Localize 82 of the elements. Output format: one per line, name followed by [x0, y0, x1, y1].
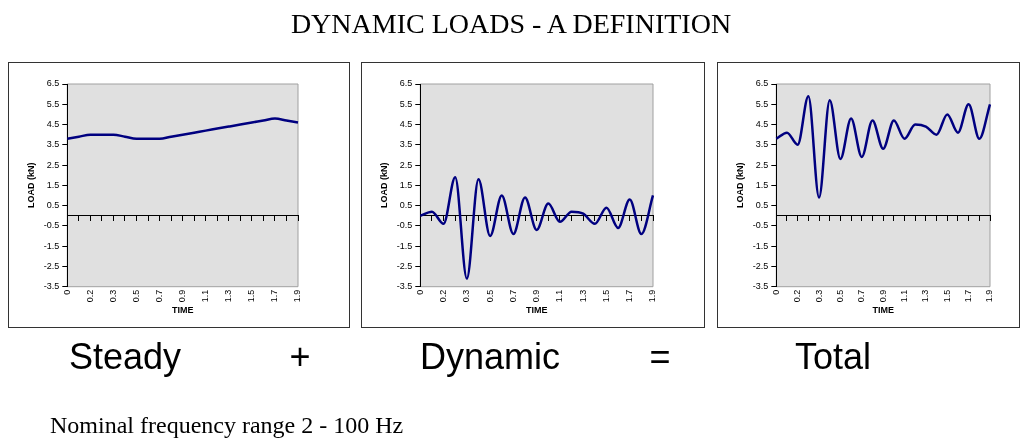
x-axis-title: TIME	[872, 305, 894, 316]
x-tick-label: 0.3	[107, 289, 118, 303]
x-tick-label: 1.5	[246, 289, 257, 303]
y-tick-label: -1.5	[752, 240, 769, 251]
y-tick-label: -0.5	[396, 220, 413, 231]
x-tick-label: 0.9	[177, 289, 188, 303]
y-tick-label: 1.5	[755, 179, 769, 190]
x-tick-label: 0.9	[877, 289, 888, 303]
y-tick-label: -3.5	[396, 281, 413, 292]
x-tick-label: 0.9	[531, 289, 542, 303]
y-tick-label: 0.5	[399, 200, 413, 211]
x-tick-label: 0.7	[507, 289, 518, 303]
y-tick-label: 6.5	[46, 78, 60, 89]
y-axis-title: LOAD (kN)	[734, 162, 745, 209]
x-tick-label: 0	[414, 289, 425, 295]
x-tick-label: 0.7	[154, 289, 165, 303]
y-tick-label: -1.5	[43, 240, 60, 251]
x-tick-label: 0.2	[792, 289, 803, 303]
y-tick-label: 5.5	[755, 98, 769, 109]
x-tick-label: 0.2	[438, 289, 449, 303]
x-tick-label: 0.5	[131, 289, 141, 303]
x-tick-label: 1.9	[292, 289, 303, 303]
y-tick-label: -0.5	[43, 220, 60, 231]
y-axis-title: LOAD (kN)	[25, 162, 36, 209]
x-tick-label: 1.7	[963, 289, 974, 303]
text: +	[288, 336, 312, 378]
y-tick-label: 1.5	[399, 179, 413, 190]
y-tick-label: 0.5	[46, 200, 60, 211]
y-tick-label: -0.5	[752, 220, 769, 231]
x-tick-label: 1.5	[600, 289, 611, 303]
x-axis-title: TIME	[171, 305, 194, 316]
line-series	[66, 117, 300, 140]
y-tick-label: 6.5	[755, 78, 769, 89]
text: Dynamic	[419, 336, 561, 378]
x-tick-label: 0.5	[484, 289, 495, 303]
x-tick-label: 1.9	[984, 289, 995, 303]
x-tick-label: 1.3	[920, 289, 931, 303]
y-tick-label: -2.5	[43, 260, 60, 271]
text: =	[648, 336, 672, 378]
y-tick-label: -1.5	[396, 240, 413, 251]
y-tick-label: 6.5	[399, 78, 413, 89]
x-tick-label: 1.3	[223, 289, 234, 303]
x-tick-label: 0.5	[834, 289, 845, 303]
y-tick-label: 3.5	[399, 139, 413, 150]
x-tick-label: 1.7	[269, 289, 280, 303]
x-tick-label: 0.3	[461, 289, 472, 303]
line-series	[775, 94, 992, 199]
x-tick-label: 0	[770, 289, 781, 295]
x-tick-label: 0.3	[813, 289, 824, 303]
y-tick-label: 2.5	[755, 159, 769, 170]
x-tick-label: 1.5	[941, 289, 952, 303]
y-tick-label: 2.5	[46, 159, 60, 170]
x-tick-label: 0.7	[856, 289, 867, 303]
y-axis-title: LOAD (kN)	[378, 162, 389, 209]
text: Total	[793, 336, 872, 378]
x-tick-label: 1.9	[647, 289, 658, 303]
x-tick-label: 1.1	[554, 289, 565, 303]
y-tick-label: -3.5	[752, 281, 769, 292]
y-tick-label: 5.5	[399, 98, 413, 109]
line-series	[419, 175, 655, 280]
y-tick-label: 1.5	[46, 179, 60, 190]
x-axis-title: TIME	[525, 305, 548, 316]
x-tick-label: 1.7	[624, 289, 635, 303]
y-tick-label: -2.5	[396, 260, 413, 271]
y-tick-label: -3.5	[43, 281, 60, 292]
x-tick-label: 0.2	[84, 289, 95, 303]
text: DYNAMIC LOADS - A DEFINITION	[289, 8, 733, 40]
x-tick-label: 1.1	[899, 289, 910, 303]
y-tick-label: 3.5	[755, 139, 769, 150]
y-tick-label: 4.5	[46, 119, 60, 130]
y-tick-label: 5.5	[46, 98, 60, 109]
y-tick-label: -2.5	[752, 260, 769, 271]
x-tick-label: 1.1	[200, 289, 211, 303]
y-tick-label: 4.5	[755, 119, 769, 130]
y-tick-label: 3.5	[46, 139, 60, 150]
y-tick-label: 4.5	[399, 119, 413, 130]
y-tick-label: 2.5	[399, 159, 413, 170]
x-tick-label: 1.3	[577, 289, 588, 303]
text: Steady	[67, 336, 183, 378]
y-tick-label: 0.5	[755, 200, 769, 211]
x-tick-label: 0	[61, 289, 72, 295]
text: Nominal frequency range 2 - 100 Hz	[50, 412, 404, 439]
